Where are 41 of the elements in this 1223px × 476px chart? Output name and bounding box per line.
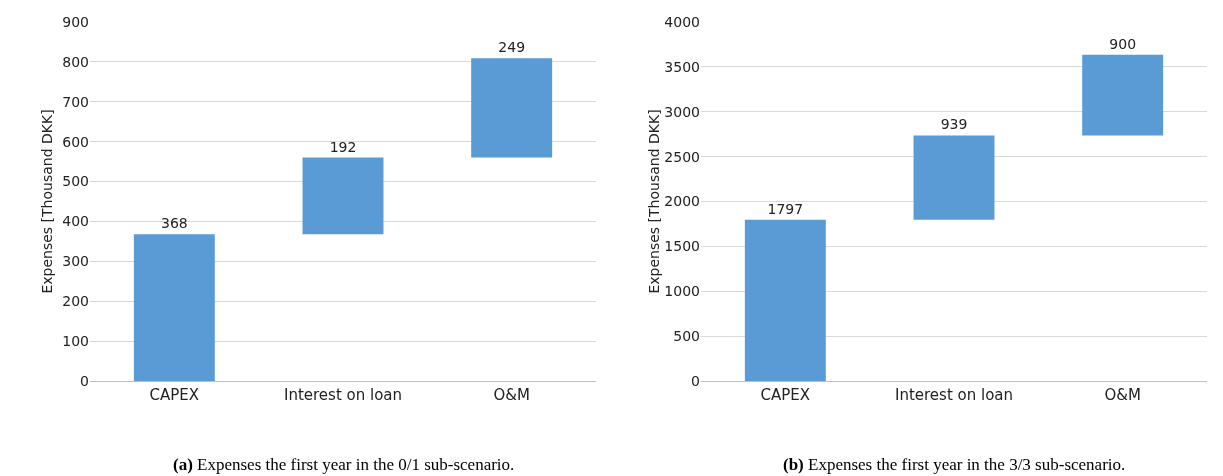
bar [302, 157, 384, 235]
y-tick-label: 500 [673, 328, 700, 345]
y-tick-label: 0 [80, 372, 89, 389]
y-tick-label: 100 [62, 333, 89, 350]
y-tick-label: 1500 [664, 238, 700, 255]
text: (b) Expenses the first year in the 3/3 sub-scenario. [783, 455, 1126, 474]
data-label: 939 [940, 116, 968, 133]
data-label: 368 [160, 215, 188, 232]
y-tick-label: 3000 [664, 103, 700, 120]
bar [744, 219, 826, 381]
y-tick-label: 500 [62, 173, 89, 190]
y-tick-label: 600 [62, 133, 89, 150]
y-tick-label: 900 [62, 13, 89, 30]
bar [1082, 54, 1164, 136]
y-tick-label: 400 [62, 213, 89, 230]
y-tick-label: 300 [62, 253, 89, 270]
bar [133, 234, 215, 381]
x-tick-label: Interest on loan [283, 386, 403, 404]
data-label: 900 [1109, 35, 1137, 52]
x-tick-label: CAPEX [760, 386, 811, 404]
x-tick-label: O&M [493, 386, 530, 404]
y-tick-label: 4000 [664, 13, 700, 30]
bar [471, 58, 553, 158]
y-tick-label: 2500 [664, 148, 700, 165]
bar [913, 135, 995, 220]
data-label: 249 [498, 39, 526, 56]
data-label: 1797 [767, 200, 804, 217]
x-tick-label: Interest on loan [894, 386, 1014, 404]
data-label: 192 [329, 138, 357, 155]
y-tick-label: 0 [691, 372, 700, 389]
text: (a) Expenses the first year in the 0/1 sub-scenario. [173, 455, 515, 474]
y-tick-label: 3500 [664, 58, 700, 75]
y-axis-title: Expenses [Thousand DKK] [39, 109, 55, 294]
y-axis-title: Expenses [Thousand DKK] [646, 109, 663, 294]
x-tick-label: O&M [1104, 386, 1141, 404]
y-tick-label: 2000 [664, 193, 700, 210]
y-tick-label: 1000 [664, 283, 700, 300]
y-tick-label: 200 [62, 293, 89, 310]
x-tick-label: CAPEX [149, 386, 200, 404]
y-tick-label: 700 [62, 93, 89, 110]
y-tick-label: 800 [62, 53, 89, 70]
